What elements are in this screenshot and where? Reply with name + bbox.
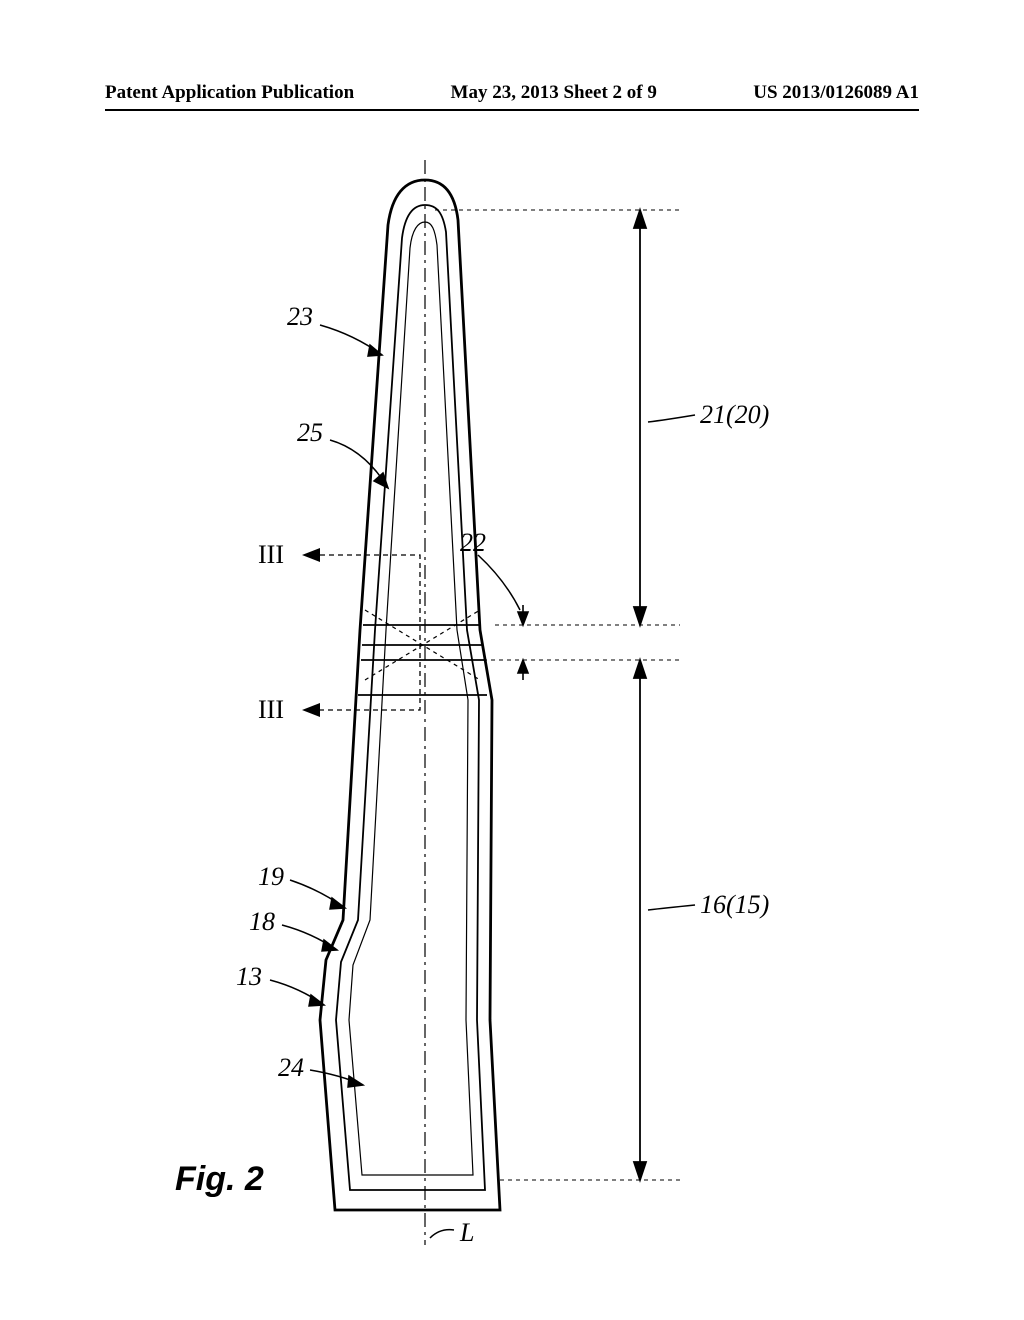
header-rule — [105, 109, 919, 111]
label-24: 24 — [278, 1053, 304, 1083]
blade-inner — [336, 205, 485, 1190]
header-center: May 23, 2013 Sheet 2 of 9 — [451, 82, 657, 104]
label-13: 13 — [236, 962, 262, 992]
label-19: 19 — [258, 862, 284, 892]
label-23: 23 — [287, 302, 313, 332]
label-16: 16(15) — [700, 890, 769, 920]
label-25: 25 — [297, 418, 323, 448]
blade-cavity — [349, 222, 473, 1175]
label-L: L — [460, 1218, 474, 1248]
header-left: Patent Application Publication — [105, 82, 354, 104]
figure-caption: Fig. 2 — [175, 1160, 264, 1199]
label-21: 21(20) — [700, 400, 769, 430]
label-18: 18 — [249, 907, 275, 937]
label-22: 22 — [460, 528, 486, 558]
header-right: US 2013/0126089 A1 — [753, 82, 919, 104]
figure-2: 23 25 22 19 18 13 24 21(20) 16(15) L III… — [0, 150, 1024, 1270]
label-iii-bottom: III — [258, 695, 284, 725]
figure-svg — [0, 150, 1024, 1270]
label-iii-top: III — [258, 540, 284, 570]
